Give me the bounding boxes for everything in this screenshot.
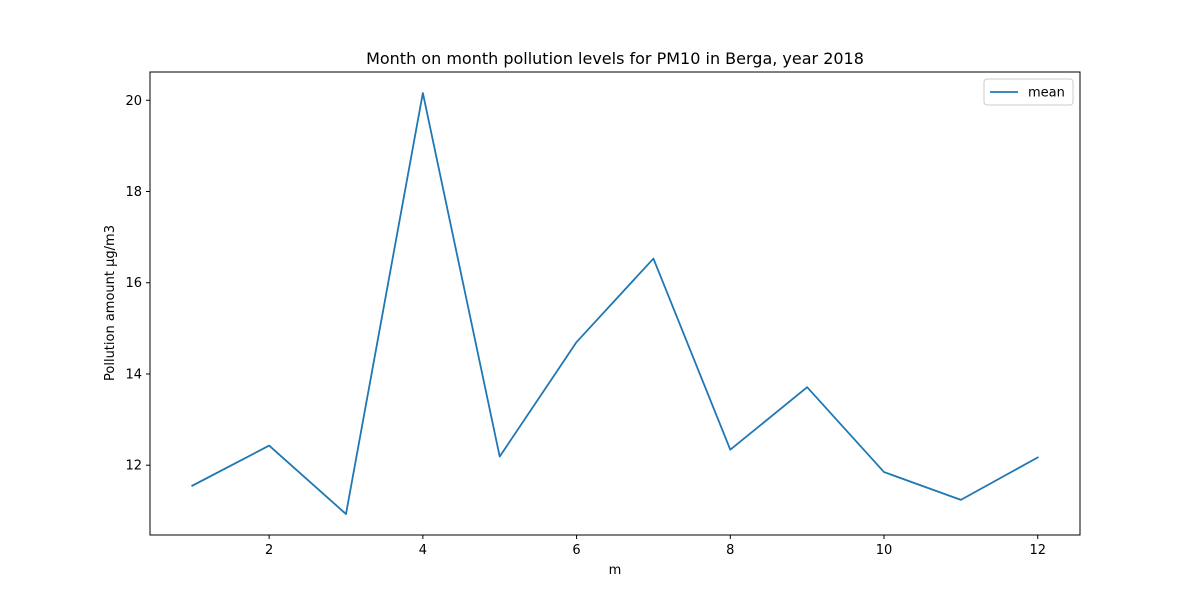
legend: mean: [983, 78, 1074, 106]
x-tick-label: 4: [419, 543, 427, 558]
y-tick-label: 20: [125, 94, 142, 109]
axes-frame: [149, 71, 1081, 536]
y-tick-label: 14: [125, 367, 142, 382]
y-tick-label: 18: [125, 185, 142, 200]
chart-title: Month on month pollution levels for PM10…: [366, 49, 864, 68]
x-tick-label: 10: [876, 543, 893, 558]
x-tick-label: 2: [265, 543, 273, 558]
x-tick-label: 12: [1029, 543, 1046, 558]
legend-label: mean: [1028, 86, 1065, 101]
series-line-mean: [191, 92, 1039, 515]
y-tick-label: 12: [125, 459, 142, 474]
y-tick-label: 16: [125, 276, 142, 291]
x-tick-label: 8: [726, 543, 734, 558]
x-tick-label: 6: [572, 543, 580, 558]
legend-box: [983, 78, 1074, 106]
y-axis-label: Pollution amount µg/m3: [103, 225, 118, 381]
x-axis-label: m: [609, 563, 622, 578]
plot-area: 2 4 6 8 10 12 12 14 16 18 20: [125, 71, 1081, 558]
